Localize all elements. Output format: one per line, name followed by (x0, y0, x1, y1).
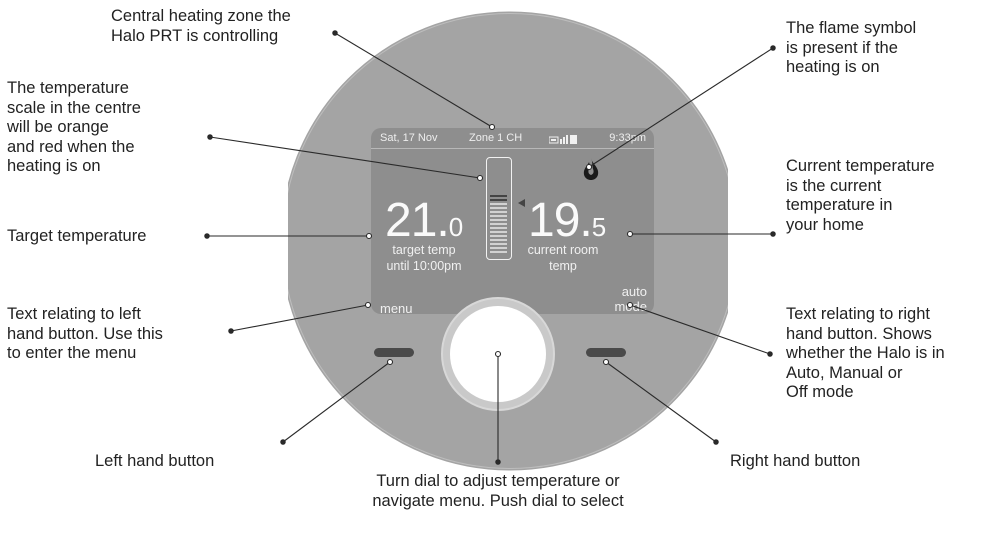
annotation-right-text-line-5: Off mode (786, 383, 854, 401)
annotation-right-text-line-2: hand button. Shows (786, 324, 932, 343)
target-label-line-2: until 10:00pm (386, 259, 462, 273)
screen-date: Sat, 17 Nov (380, 132, 438, 144)
target-temperature: 21.0 (385, 197, 463, 251)
annotation-left-text-line-3: to enter the menu (7, 344, 137, 362)
screen-time: 9:33pm (609, 132, 646, 144)
annotation-scale: The temperature scale in the centre will… (7, 79, 141, 177)
annotation-dial-line-2: navigate menu. Push dial to select (372, 491, 624, 510)
annotation-scale-line-4: and red when the (7, 137, 135, 156)
flame-icon (583, 158, 599, 180)
annotation-right-text-line-1: Text relating to right (786, 305, 930, 323)
temperature-scale (486, 157, 512, 260)
current-label-line-1: current room (527, 243, 599, 257)
annotation-zone: Central heating zone the Halo PRT is con… (111, 7, 291, 46)
annotation-current-line-4: your home (786, 215, 864, 234)
annotation-right-text-line-3: whether the Halo is in (786, 344, 945, 362)
annotation-left-text-line-2: hand button. Use this (7, 324, 163, 343)
annotation-scale-line-1: The temperature (7, 79, 129, 97)
thermostat-screen: Sat, 17 Nov Zone 1 CH 9:33pm 21.0 target… (371, 128, 654, 314)
annotation-right-button: Right hand button (730, 452, 861, 470)
current-temperature-dec: 5 (591, 212, 607, 242)
annotation-scale-line-3: will be orange (7, 118, 109, 136)
annotation-zone-line-1: Central heating zone the (111, 7, 291, 25)
annotation-scale-line-2: scale in the centre (7, 98, 141, 117)
annotation-flame-line-3: heating is on (786, 58, 880, 76)
scale-arrow-icon (518, 199, 525, 207)
annotation-current: Current temperature is the current tempe… (786, 157, 935, 235)
annotation-flame-line-2: is present if the (786, 38, 898, 57)
annotation-dial-line-1: Turn dial to adjust temperature or (376, 472, 620, 490)
annotation-current-line-2: is the current (786, 176, 882, 195)
annotation-right-text: Text relating to right hand button. Show… (786, 305, 945, 403)
screen-zone: Zone 1 CH (469, 132, 523, 144)
annotation-current-line-3: temperature in (786, 196, 893, 214)
current-temperature-int: 19. (528, 194, 593, 247)
current-temperature: 19.5 (528, 197, 606, 251)
annotation-left-text: Text relating to left hand button. Use t… (7, 305, 163, 364)
annotation-left-button: Left hand button (95, 452, 215, 470)
annotation-dial: Turn dial to adjust temperature or navig… (318, 472, 678, 511)
right-soft-label-line-1: auto (621, 284, 647, 299)
annotation-zone-line-2: Halo PRT is controlling (111, 26, 279, 45)
annotation-scale-line-5: heating is on (7, 157, 101, 175)
left-soft-label: menu (380, 301, 413, 314)
annotation-left-text-line-1: Text relating to left (7, 305, 141, 323)
status-bar: Sat, 17 Nov Zone 1 CH 9:33pm (371, 128, 654, 149)
left-hand-button[interactable] (374, 348, 414, 357)
current-label-line-2: temp (549, 259, 577, 273)
target-label-line-1: target temp (392, 243, 456, 257)
right-hand-button[interactable] (586, 348, 626, 357)
annotation-flame-line-1: The flame symbol (786, 19, 917, 37)
scale-bars (490, 195, 507, 253)
annotation-current-line-1: Current temperature (786, 157, 935, 175)
target-label: target temp until 10:00pm (371, 242, 477, 274)
target-temperature-dec: 0 (448, 212, 464, 242)
target-temperature-int: 21. (385, 194, 450, 247)
annotation-flame: The flame symbol is present if the heati… (786, 19, 916, 78)
battery-signal-icon (549, 135, 577, 144)
annotation-right-text-line-4: Auto, Manual or (786, 363, 903, 382)
annotation-target: Target temperature (7, 227, 147, 245)
current-label: current room temp (523, 242, 603, 274)
